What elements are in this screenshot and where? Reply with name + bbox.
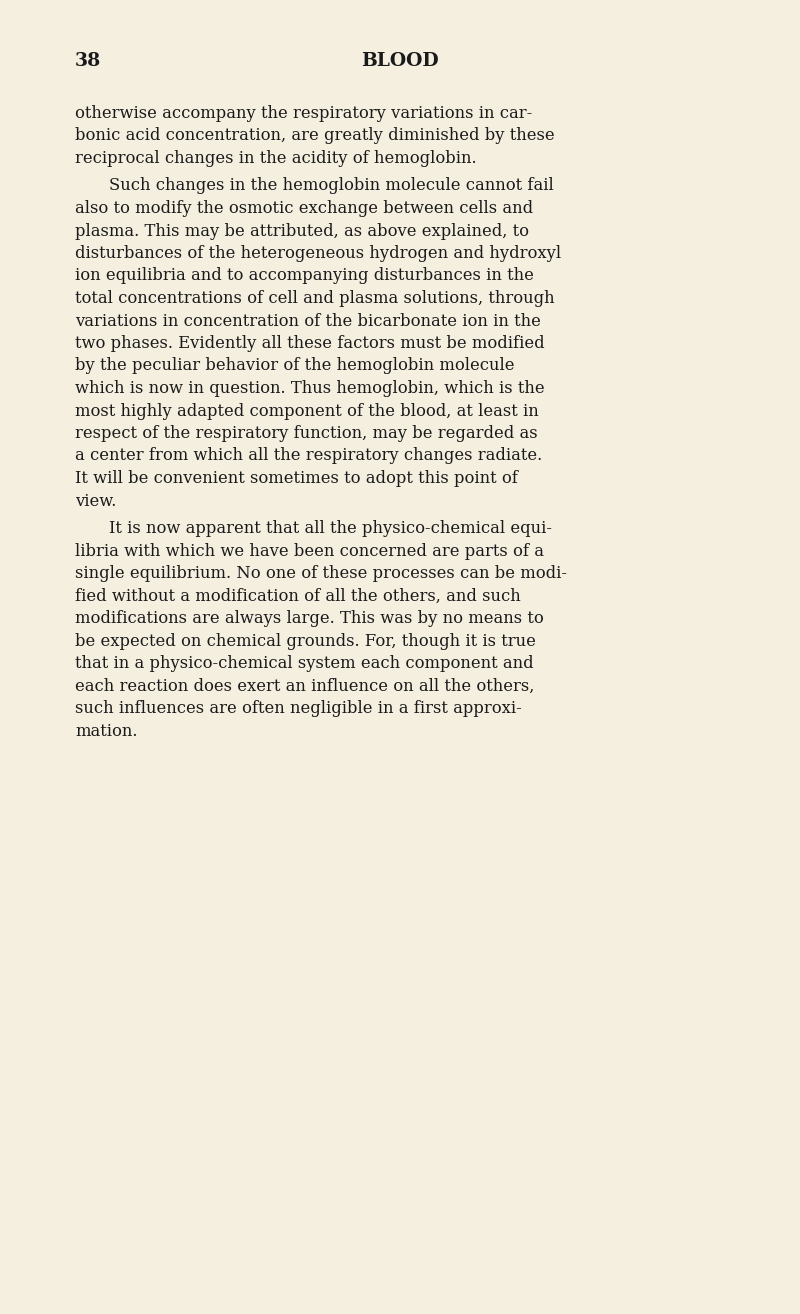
Text: BLOOD: BLOOD: [361, 53, 439, 70]
Text: a center from which all the respiratory changes radiate.: a center from which all the respiratory …: [75, 448, 542, 465]
Text: single equilibrium. No one of these processes can be modi-: single equilibrium. No one of these proc…: [75, 565, 567, 582]
Text: total concentrations of cell and plasma solutions, through: total concentrations of cell and plasma …: [75, 290, 554, 307]
Text: ion equilibria and to accompanying disturbances in the: ion equilibria and to accompanying distu…: [75, 268, 534, 285]
Text: Such changes in the hemoglobin molecule cannot fail: Such changes in the hemoglobin molecule …: [109, 177, 554, 194]
Text: It will be convenient sometimes to adopt this point of: It will be convenient sometimes to adopt…: [75, 470, 518, 487]
Text: bonic acid concentration, are greatly diminished by these: bonic acid concentration, are greatly di…: [75, 127, 554, 145]
Text: 38: 38: [75, 53, 102, 70]
Text: disturbances of the heterogeneous hydrogen and hydroxyl: disturbances of the heterogeneous hydrog…: [75, 244, 561, 261]
Text: respect of the respiratory function, may be regarded as: respect of the respiratory function, may…: [75, 424, 538, 442]
Text: plasma. This may be attributed, as above explained, to: plasma. This may be attributed, as above…: [75, 222, 529, 239]
Text: which is now in question. Thus hemoglobin, which is the: which is now in question. Thus hemoglobi…: [75, 380, 545, 397]
Text: variations in concentration of the bicarbonate ion in the: variations in concentration of the bicar…: [75, 313, 541, 330]
Text: such influences are often negligible in a first approxi-: such influences are often negligible in …: [75, 700, 522, 717]
Text: view.: view.: [75, 493, 116, 510]
Text: be expected on chemical grounds. For, though it is true: be expected on chemical grounds. For, th…: [75, 632, 536, 649]
Text: It is now apparent that all the physico-chemical equi-: It is now apparent that all the physico-…: [109, 520, 552, 537]
Text: mation.: mation.: [75, 723, 138, 740]
Text: most highly adapted component of the blood, at least in: most highly adapted component of the blo…: [75, 402, 538, 419]
Text: each reaction does exert an influence on all the others,: each reaction does exert an influence on…: [75, 678, 534, 695]
Text: also to modify the osmotic exchange between cells and: also to modify the osmotic exchange betw…: [75, 200, 533, 217]
Text: libria with which we have been concerned are parts of a: libria with which we have been concerned…: [75, 543, 544, 560]
Text: modifications are always large. This was by no means to: modifications are always large. This was…: [75, 610, 544, 627]
Text: reciprocal changes in the acidity of hemoglobin.: reciprocal changes in the acidity of hem…: [75, 150, 477, 167]
Text: fied without a modification of all the others, and such: fied without a modification of all the o…: [75, 587, 521, 604]
Text: two phases. Evidently all these factors must be modified: two phases. Evidently all these factors …: [75, 335, 545, 352]
Text: otherwise accompany the respiratory variations in car-: otherwise accompany the respiratory vari…: [75, 105, 532, 122]
Text: by the peculiar behavior of the hemoglobin molecule: by the peculiar behavior of the hemoglob…: [75, 357, 514, 374]
Text: that in a physico-chemical system each component and: that in a physico-chemical system each c…: [75, 654, 534, 671]
